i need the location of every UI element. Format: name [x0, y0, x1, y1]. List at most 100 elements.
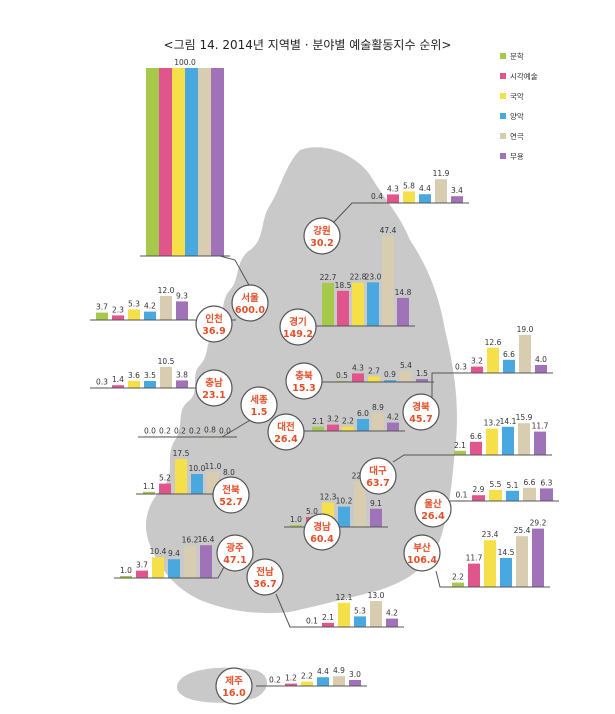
value-label-chungnam-2: 3.6	[128, 371, 140, 380]
bar-daegu-1	[470, 441, 482, 455]
value-label-chungnam-0: 0.3	[96, 377, 108, 386]
bar-gwangju-0	[120, 576, 132, 578]
region-name-incheon: 인천	[205, 314, 222, 325]
value-label-chungbuk-4: 5.4	[400, 361, 412, 370]
value-label-incheon-2: 5.3	[128, 299, 140, 308]
value-label-daejeon-3: 6.0	[357, 409, 369, 418]
value-label-gyeonggi-0: 22.7	[320, 273, 337, 282]
bar-gyeonggi-4	[382, 235, 394, 326]
bar-jeonbuk-1	[159, 483, 171, 494]
region-name-gyeongbuk: 경북	[412, 401, 430, 413]
bar-gwangju-1	[136, 570, 148, 578]
bar-daejeon-1	[327, 424, 339, 431]
bar-incheon-2	[128, 309, 140, 320]
value-label-jeonnam-0: 0.1	[306, 616, 318, 625]
value-label-gyeongbuk-4: 19.0	[517, 325, 534, 334]
value-label-gyeonggi-1: 18.5	[335, 281, 352, 290]
value-label-jeonnam-4: 13.0	[368, 591, 385, 600]
bar-ulsan-3	[506, 490, 519, 501]
bar-seoul-2	[172, 68, 185, 256]
value-label-sejong-2: 0.2	[174, 426, 186, 435]
value-label-gyeongbuk-1: 3.2	[471, 357, 483, 366]
bar-busan-1	[468, 563, 480, 587]
bar-busan-4	[516, 536, 528, 587]
value-label-ulsan-4: 6.6	[524, 478, 536, 487]
region-score-chungbuk: 15.3	[292, 383, 315, 394]
bar-daegu-5	[534, 431, 546, 455]
value-label-jeju-2: 2.2	[301, 672, 313, 681]
value-label-daegu-5: 11.7	[532, 422, 549, 431]
bar-group-gwangju: 1.0 3.710.4 9.416.2 16.4	[114, 535, 218, 579]
region-score-ulsan: 26.4	[421, 511, 445, 522]
value-label-gyeonggi-5: 14.8	[395, 288, 412, 297]
region-circle-gyeongnam	[303, 513, 341, 551]
value-label-gangwon-1: 4.3	[387, 184, 399, 193]
bar-jeonnam-1	[322, 622, 334, 627]
value-label-busan-2: 23.4	[482, 530, 499, 539]
region-score-jeju: 16.0	[222, 688, 246, 699]
value-label-jeonnam-5: 4.2	[386, 609, 398, 618]
value-label-daejeon-1: 3.2	[327, 415, 339, 424]
value-label-chungnam-3: 3.5	[144, 371, 156, 380]
value-label-chungbuk-2: 2.7	[368, 367, 380, 376]
leader-line-seoul	[219, 255, 251, 288]
bar-daegu-0	[454, 450, 466, 455]
region-circle-gangwon	[303, 217, 341, 255]
bar-jeju-3	[317, 677, 329, 686]
bar-group-sejong: 0.0 0.2 0.2 0.2 0.8 0.0	[138, 425, 237, 438]
bar-gyeonggi-5	[397, 297, 409, 326]
region-label-sejong: 세종1.5	[240, 386, 278, 424]
region-score-chungnam: 23.1	[202, 390, 225, 401]
legend-label-1: 시각예술	[510, 71, 538, 81]
bar-gangwon-3	[419, 194, 431, 203]
value-label-gyeongnam-0: 1.0	[290, 515, 302, 524]
value-label-jeju-1: 1.2	[285, 674, 297, 683]
region-circle-daegu	[359, 457, 397, 495]
value-label-incheon-3: 4.2	[144, 302, 156, 311]
bar-gangwon-1	[387, 194, 399, 203]
region-name-daegu: 대구	[369, 465, 387, 477]
value-label-gangwon-5: 3.4	[451, 186, 463, 195]
legend-swatch-2	[500, 93, 506, 99]
bar-gyeonggi-3	[367, 282, 379, 326]
region-score-sejong: 1.5	[251, 407, 268, 418]
region-circle-daejeon	[267, 413, 305, 451]
bar-incheon-5	[176, 301, 188, 320]
region-name-sejong: 세종	[250, 394, 268, 406]
value-label-jeonnam-3: 5.3	[354, 606, 366, 615]
value-label-gwangju-4: 16.2	[182, 536, 199, 545]
value-label-gwangju-0: 1.0	[120, 566, 132, 575]
bar-busan-3	[500, 558, 512, 587]
region-circle-gwangju	[216, 534, 254, 572]
value-label-gangwon-4: 11.9	[433, 169, 450, 178]
bar-group-jeju: 0.2 1.2 2.2 4.4 4.9 3.0	[263, 666, 367, 687]
value-label-jeonbuk-1: 5.2	[159, 474, 171, 483]
value-label-ulsan-0: 0.1	[456, 490, 468, 499]
bar-daegu-4	[518, 423, 530, 455]
region-name-jeonbuk: 전북	[222, 484, 240, 496]
value-label-daejeon-0: 2.1	[312, 417, 324, 426]
value-label-chungbuk-3: 0.9	[384, 370, 396, 379]
value-label-daegu-2: 13.2	[484, 419, 501, 428]
region-circle-ulsan	[414, 490, 452, 528]
bar-group-chungbuk: 0.5 4.3 2.7 0.9 5.4 1.5	[330, 361, 434, 383]
bar-gyeongbuk-5	[535, 365, 547, 373]
value-label-chungbuk-1: 4.3	[352, 363, 364, 372]
bar-jeonnam-4	[370, 601, 382, 627]
value-label-jeonbuk-3: 10.0	[189, 464, 206, 473]
value-label-gwangju-3: 9.4	[168, 549, 180, 558]
bar-daejeon-3	[357, 419, 369, 431]
value-label-gyeonggi-4: 47.4	[380, 226, 397, 235]
bar-chungnam-4	[160, 367, 172, 388]
legend-swatch-5	[500, 153, 506, 159]
region-circle-sejong	[240, 386, 278, 424]
